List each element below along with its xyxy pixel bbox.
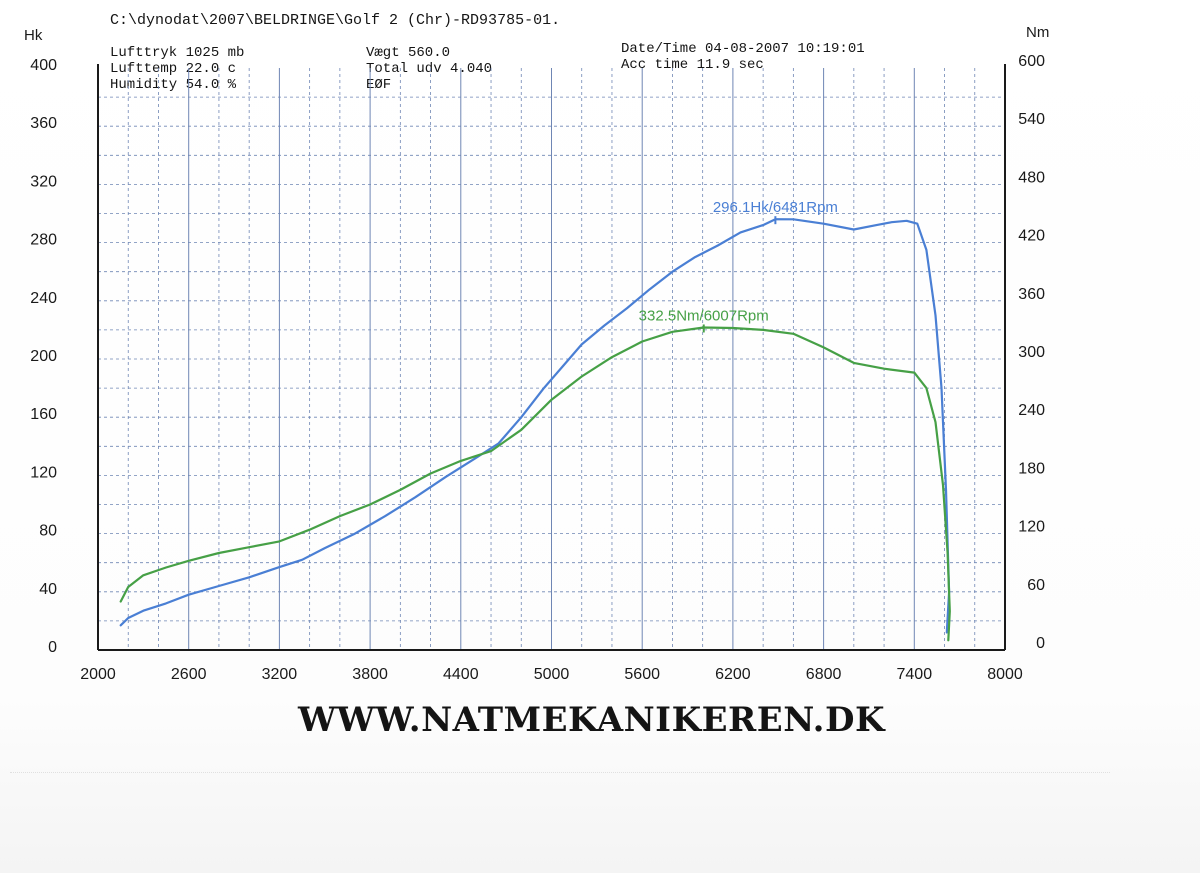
website-footer: WWW.NATMEKANIKEREN.DK [298,700,885,740]
chart-axes [97,64,1006,651]
y-left-tick-label: 40 [39,581,57,598]
y-left-tick-label: 240 [30,290,57,307]
date-time: Date/Time 04-08-2007 10:19:01 [621,41,865,57]
chart-grid [98,68,1005,650]
y-left-tick-label: 280 [30,232,57,249]
y-right-tick-label: 300 [1018,344,1045,361]
file-path: C:\dynodat\2007\BELDRINGE\Golf 2 (Chr)-R… [110,12,561,29]
y-right-tick-label: 540 [1018,111,1045,128]
y-right-tick-label: 480 [1018,169,1045,186]
y-left-tick-label: 360 [30,115,57,132]
x-tick-label: 4400 [443,666,479,683]
x-tick-label: 3200 [262,666,298,683]
torque-curve [119,326,951,642]
y-left-axis-title: Hk [24,27,43,44]
power-peak-label: 296.1Hk/6481Rpm [713,199,838,216]
y-right-tick-label: 120 [1018,519,1045,536]
x-tick-label: 3800 [352,666,388,683]
x-tick-label: 6200 [715,666,751,683]
x-tick-label: 5000 [534,666,570,683]
x-tick-label: 2000 [80,666,116,683]
chart-ticks: 2000 2600 3200 3800 4400 5000 5600 6200 6800 7400… [30,53,1045,683]
weight: Vægt 560.0 [366,45,451,61]
x-tick-label: 8000 [987,666,1023,683]
y-left-tick-label: 160 [30,406,57,423]
y-left-tick-label: 200 [30,348,57,365]
y-right-tick-label: 420 [1018,228,1045,245]
x-tick-label: 5600 [624,666,660,683]
air-temperature: Lufttemp 22.0 c [110,61,237,77]
y-left-tick-label: 400 [30,57,57,74]
y-left-tick-label: 320 [30,173,57,190]
y-right-tick-label: 600 [1018,53,1045,70]
x-tick-label: 7400 [897,666,933,683]
torque-peak-label: 332.5Nm/6007Rpm [639,307,769,324]
air-pressure: Lufttryk 1025 mb [110,45,245,61]
paper-fold-line [10,772,1110,773]
power-curve [119,218,951,634]
y-right-tick-label: 240 [1018,402,1045,419]
y-right-tick-label: 0 [1036,635,1045,652]
chart-annotations: 296.1Hk/6481Rpm 332.5Nm/6007Rpm [639,199,838,333]
chart-series [119,218,951,642]
x-tick-label: 6800 [806,666,842,683]
y-left-tick-label: 120 [30,464,57,481]
y-right-axis-title: Nm [1026,24,1049,41]
humidity: Humidity 54.0 % [110,77,237,93]
y-left-tick-label: 80 [39,523,57,540]
y-right-tick-label: 360 [1018,286,1045,303]
acceleration-time: Acc time 11.9 sec [621,57,764,73]
eof-label: EØF [366,77,392,93]
y-right-tick-label: 180 [1018,460,1045,477]
y-right-tick-label: 60 [1027,577,1045,594]
y-left-tick-label: 0 [48,639,57,656]
x-tick-label: 2600 [171,666,207,683]
